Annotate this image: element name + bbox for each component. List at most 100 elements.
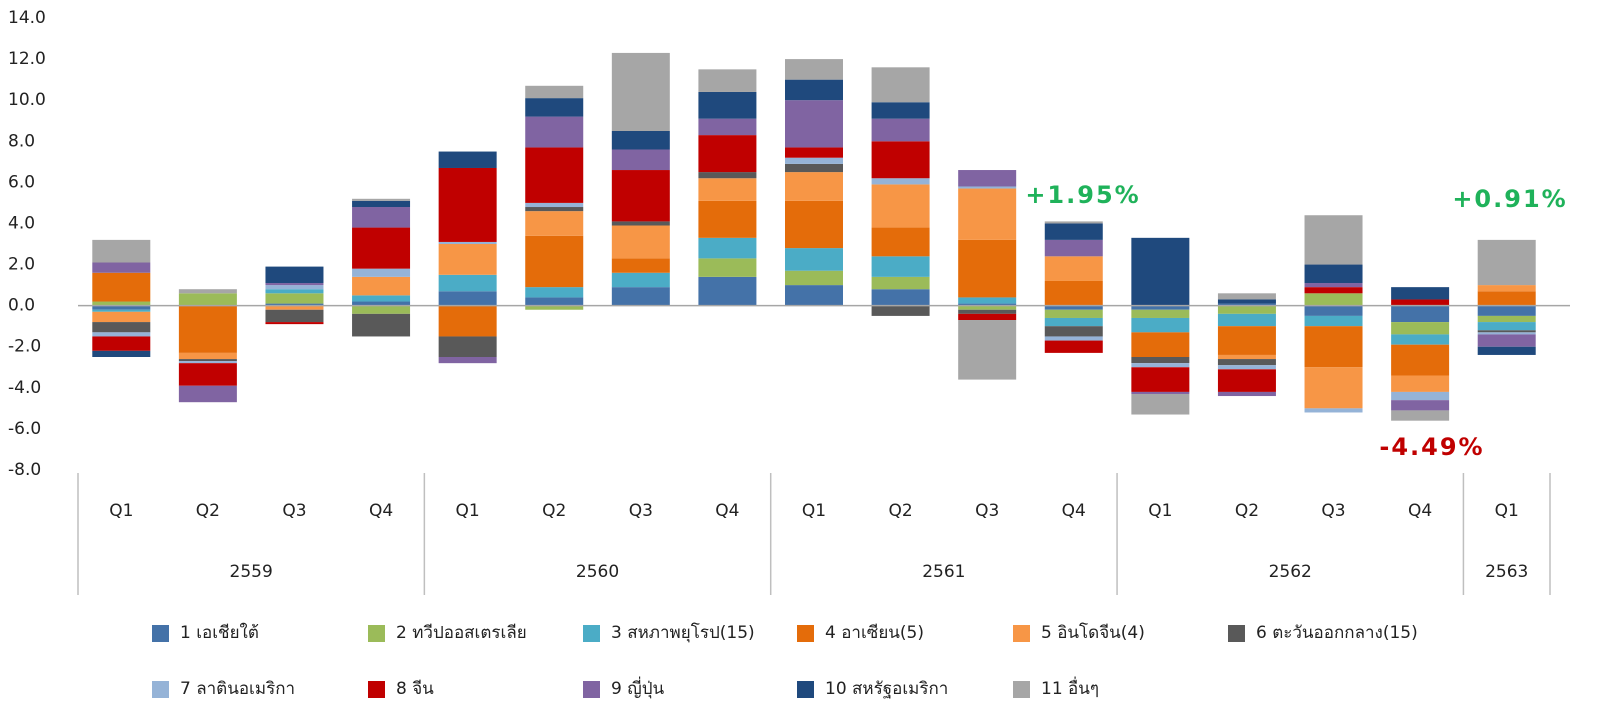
x-tick-label: Q3: [629, 501, 653, 521]
bar-segment: [958, 314, 1016, 320]
bar-segment: [439, 336, 497, 357]
legend-label: 5 อินโดจีน(4): [1041, 622, 1145, 643]
x-tick-label: Q1: [1148, 501, 1172, 521]
bar-segment: [265, 310, 323, 322]
bar-segment: [1391, 306, 1449, 322]
bar-segment: [1478, 285, 1536, 291]
bar-segment: [612, 131, 670, 149]
bar-segment: [352, 269, 410, 277]
x-tick-label: Q1: [1495, 501, 1519, 521]
y-tick-label: 10.0: [8, 90, 46, 110]
legend-label: 1 เอเชียใต้: [180, 622, 259, 643]
bar-segment: [1478, 240, 1536, 285]
bar-segment: [958, 189, 1016, 240]
x-tick-label: Q2: [888, 501, 912, 521]
bar-segment: [785, 172, 843, 201]
bar-segment: [698, 172, 756, 178]
bar-segment: [265, 283, 323, 285]
bar-segment: [612, 221, 670, 225]
bar-segment: [1391, 287, 1449, 299]
x-tick-label: Q1: [802, 501, 826, 521]
x-tick-label: Q2: [196, 501, 220, 521]
bar-segment: [958, 320, 1016, 380]
legend-swatch: [1013, 625, 1030, 642]
bar-segment: [1131, 394, 1189, 415]
legend-label: 9 ญี่ปุ่น: [611, 676, 664, 699]
bar-segment: [1131, 238, 1189, 306]
bar-segment: [1391, 410, 1449, 420]
bar-segment: [1045, 240, 1103, 256]
bar-segment: [1391, 375, 1449, 391]
bar-segment: [1045, 281, 1103, 306]
y-tick-label: 2.0: [8, 255, 35, 275]
y-tick-label: -2.0: [8, 337, 41, 357]
x-tick-label: Q1: [456, 501, 480, 521]
bar-segment: [525, 147, 583, 202]
bar-segment: [352, 306, 410, 314]
bar-segment: [612, 170, 670, 221]
bar-segment: [179, 293, 237, 305]
bar-segment: [92, 322, 150, 332]
bar-segment: [179, 306, 237, 353]
legend-label: 7 ลาตินอเมริกา: [180, 679, 295, 699]
bar-segment: [1305, 316, 1363, 326]
legend-swatch: [797, 625, 814, 642]
bar-segment: [92, 336, 150, 350]
bar-segment: [439, 168, 497, 242]
bar-segment: [872, 102, 930, 118]
bar-segment: [265, 293, 323, 303]
bar-segment: [785, 271, 843, 285]
bar-segment: [1218, 306, 1276, 314]
bar-segment: [1131, 392, 1189, 394]
x-group-label: 2562: [1269, 562, 1312, 582]
bar-segment: [265, 267, 323, 283]
bar-segment: [525, 98, 583, 116]
bar-segment: [179, 363, 237, 386]
x-tick-label: Q4: [1408, 501, 1432, 521]
bar-segment: [439, 275, 497, 291]
bar-segment: [612, 273, 670, 287]
bar-segment: [1045, 318, 1103, 326]
bar-segment: [439, 244, 497, 275]
bar-segment: [698, 201, 756, 238]
legend-label: 4 อาเซียน(5): [825, 623, 924, 643]
bar-segment: [872, 119, 930, 142]
bar-segment: [785, 59, 843, 80]
bar-segment: [525, 203, 583, 207]
bar-segment: [179, 359, 237, 361]
bar-segment: [958, 240, 1016, 298]
bar-segment: [872, 289, 930, 305]
y-tick-label: 6.0: [8, 172, 35, 192]
bar-segment: [698, 238, 756, 259]
bar-segment: [1131, 357, 1189, 363]
x-tick-label: Q4: [715, 501, 739, 521]
bar-segment: [92, 312, 150, 322]
legend-swatch: [583, 681, 600, 698]
x-group-label: 2563: [1485, 562, 1528, 582]
bar-segment: [872, 277, 930, 289]
legend-swatch: [152, 625, 169, 642]
annotation: +1.95%: [1025, 181, 1140, 209]
chart: -8.0-6.0-4.0-2.00.02.04.06.08.010.012.01…: [0, 0, 1613, 721]
bar-segment: [439, 306, 497, 337]
bar-segment: [698, 92, 756, 119]
bar-segment: [785, 164, 843, 172]
bar-segment: [1305, 326, 1363, 367]
bar-segment: [1131, 318, 1189, 332]
bar-segment: [265, 289, 323, 293]
bar-segment: [92, 332, 150, 336]
bar-segment: [1391, 322, 1449, 334]
bar-segment: [872, 228, 930, 257]
bar-segment: [179, 289, 237, 293]
bar-segment: [525, 117, 583, 148]
bar-segment: [872, 178, 930, 184]
bar-segment: [1131, 332, 1189, 357]
bar-segment: [1478, 347, 1536, 355]
y-tick-label: 14.0: [8, 8, 46, 28]
y-tick-label: 0.0: [8, 296, 35, 316]
bar-segment: [1218, 326, 1276, 355]
x-group-label: 2560: [576, 562, 619, 582]
bar-segment: [785, 285, 843, 306]
legend-label: 11 อื่นๆ: [1041, 676, 1099, 699]
bar-segment: [1045, 256, 1103, 281]
